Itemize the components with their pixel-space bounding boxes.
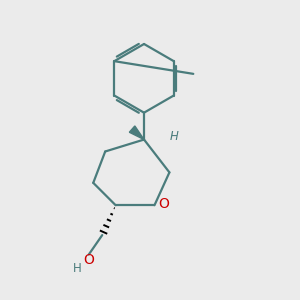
Text: H: H [169, 130, 178, 143]
Text: O: O [159, 197, 170, 211]
Text: O: O [83, 254, 94, 268]
Text: H: H [73, 262, 81, 275]
Polygon shape [129, 126, 144, 140]
